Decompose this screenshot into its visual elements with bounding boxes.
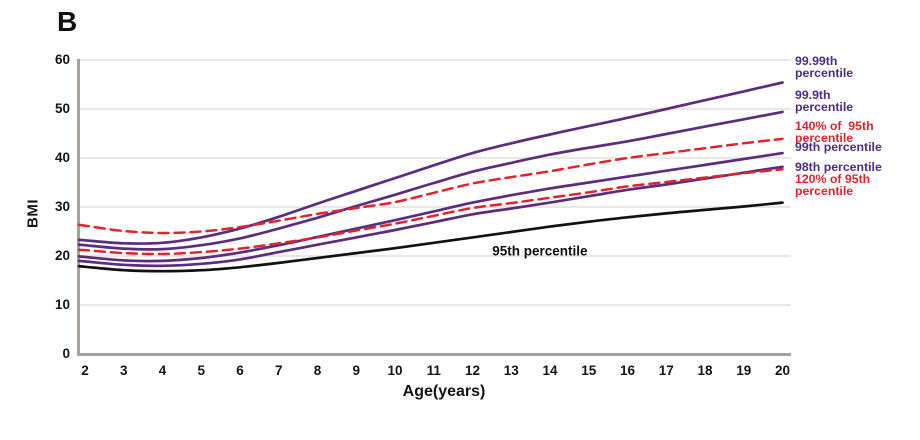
gridline-y-60 (79, 59, 791, 61)
curve-120-of-95th-percentile (77, 168, 784, 256)
x-tick-4: 4 (158, 363, 167, 378)
x-tick-9: 9 (352, 363, 360, 378)
legend-label-120-of-95th: 120% of 95th percentile (795, 172, 871, 198)
y-tick-0: 0 (62, 346, 70, 361)
legend-label-99.9th: 99.9th percentile (795, 88, 854, 114)
gridline-y-10 (79, 304, 791, 306)
curve-99.9th-percentile (77, 110, 784, 251)
curve-legend: 99.99th percentile 99.9th percentile 140% … (795, 0, 917, 440)
x-tick-20: 20 (774, 363, 791, 378)
x-tick-10: 10 (387, 363, 403, 378)
series-label-95th-percentile: 95th percentile (492, 243, 588, 259)
y-tick-40: 40 (54, 150, 70, 165)
x-tick-3: 3 (119, 363, 128, 378)
y-tick-60: 60 (54, 52, 70, 67)
x-axis-line (77, 353, 791, 356)
x-tick-6: 6 (236, 363, 244, 378)
x-tick-13: 13 (503, 363, 519, 378)
y-tick-10: 10 (54, 297, 70, 312)
y-axis-line (77, 59, 80, 356)
curve-98th-percentile (77, 165, 784, 268)
x-tick-19: 19 (736, 363, 752, 378)
x-tick-16: 16 (619, 363, 636, 378)
y-tick-50: 50 (54, 101, 70, 116)
y-axis-title: BMI (24, 199, 42, 228)
x-tick-15: 15 (581, 363, 597, 378)
gridline-y-20 (79, 255, 791, 257)
curve-95th-percentile (77, 201, 784, 273)
x-tick-7: 7 (274, 363, 283, 378)
legend-label-140-of-95th: 140% of 95th percentile (795, 119, 874, 145)
x-axis-title: Age(years) (402, 383, 486, 400)
x-tick-2: 2 (81, 363, 89, 378)
gridline-y-30 (79, 206, 791, 208)
x-tick-12: 12 (464, 363, 481, 378)
legend-label-99.99th: 99.99th percentile (795, 54, 854, 80)
gridline-y-40 (79, 157, 791, 159)
y-tick-30: 30 (54, 199, 70, 214)
panel-label: B (57, 6, 78, 37)
x-tick-14: 14 (542, 363, 558, 378)
gridline-y-50 (79, 108, 791, 110)
x-tick-8: 8 (313, 363, 322, 378)
x-tick-5: 5 (197, 363, 205, 378)
x-tick-18: 18 (697, 363, 713, 378)
y-tick-20: 20 (54, 248, 70, 263)
curve-99.99th-percentile (77, 81, 784, 245)
curve-140-of-95th-percentile (77, 137, 784, 235)
legend-label-98th-percentile: 98th percentile (795, 160, 882, 174)
legend-label-99th-percentile: 99th percentile (795, 140, 882, 154)
x-tick-17: 17 (658, 363, 674, 378)
x-tick-11: 11 (426, 363, 441, 378)
